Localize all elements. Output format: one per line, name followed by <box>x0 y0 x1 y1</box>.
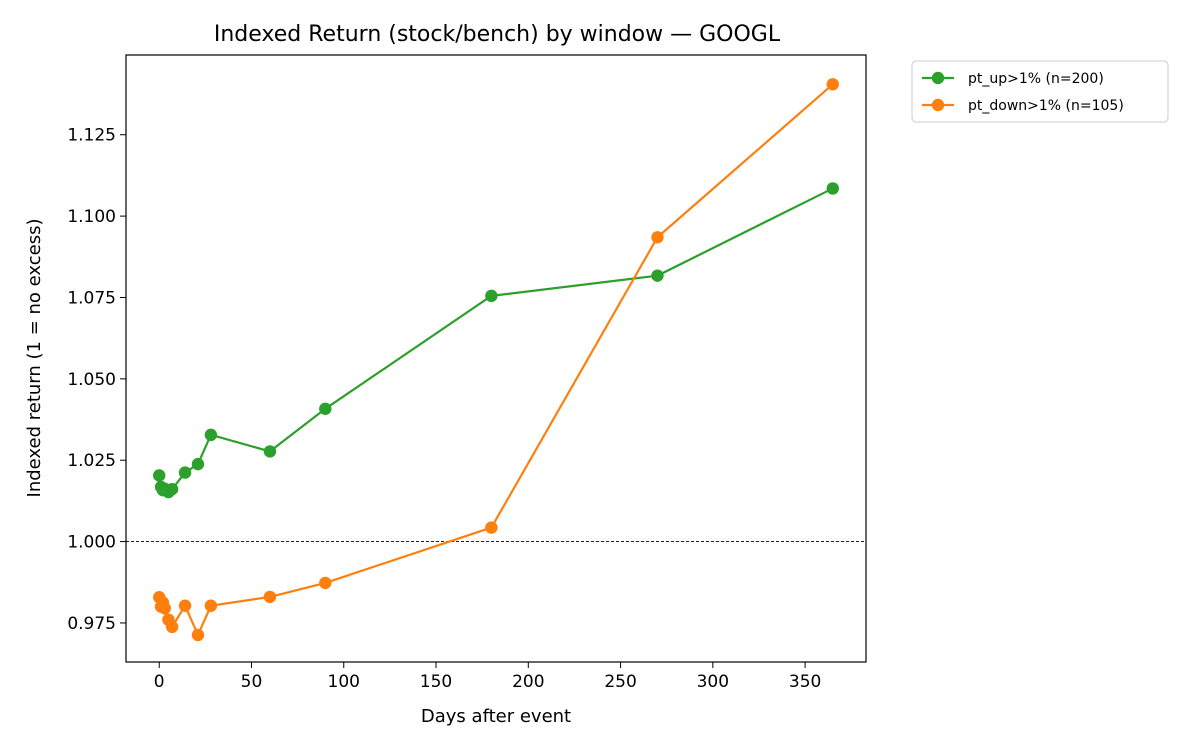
y-tick-label: 1.125 <box>67 126 116 146</box>
series-1-point <box>485 289 498 303</box>
series-2-point <box>263 590 277 604</box>
series-2-point <box>204 599 218 612</box>
y-axis-label: Indexed return (1 = no excess) <box>24 219 45 498</box>
y-tick-label: 1.000 <box>67 533 116 553</box>
series-line-2 <box>158 83 834 638</box>
y-tick-label: 1.075 <box>67 288 116 308</box>
x-tick-label: 100 <box>328 672 360 692</box>
x-tick-label: 350 <box>789 672 821 692</box>
x-tick-label: 300 <box>697 672 729 692</box>
series-line-1 <box>158 187 834 494</box>
y-tick-label: 0.975 <box>67 614 116 634</box>
legend-box <box>911 60 1169 123</box>
series-1-point <box>204 428 218 442</box>
y-axis: 0.975 1.000 1.025 1.050 1.075 1.100 1.125 <box>67 126 126 634</box>
legend-marker-2 <box>931 98 945 112</box>
plot-frame <box>125 54 867 663</box>
x-axis-label: Days after event <box>421 706 571 727</box>
series-1-point <box>191 457 205 471</box>
series-1-point <box>165 482 179 496</box>
legend-marker-1 <box>931 71 945 85</box>
series-1-point <box>826 182 839 195</box>
x-tick-label: 250 <box>604 672 636 692</box>
series-1-point <box>153 469 166 482</box>
y-tick-label: 1.100 <box>67 207 116 227</box>
legend: pt_up>1% (n=200) pt_down>1% (n=105) <box>911 60 1169 123</box>
x-tick-label: 150 <box>420 672 452 692</box>
x-tick-label: 0 <box>154 672 165 692</box>
series-2-point <box>485 521 498 534</box>
plot-area <box>126 78 866 642</box>
legend-label-2: pt_down>1% (n=105) <box>968 98 1124 114</box>
x-tick-label: 200 <box>512 672 544 692</box>
series-1-point <box>319 402 332 415</box>
x-axis: 0 50 100 150 200 250 300 350 <box>154 662 821 692</box>
series-2-point <box>319 576 332 590</box>
x-tick-label: 50 <box>241 672 263 692</box>
series-2-point <box>158 602 171 615</box>
series-2-point <box>165 620 179 634</box>
series-2-point <box>191 628 205 642</box>
series-1-point <box>178 466 192 479</box>
chart-title: Indexed Return (stock/bench) by window —… <box>214 22 781 47</box>
y-tick-label: 1.025 <box>67 451 116 471</box>
series-2-point <box>178 599 192 612</box>
series-2-point <box>651 231 664 244</box>
series-2-point <box>826 78 839 91</box>
series-1-point <box>263 445 277 458</box>
series-1-point <box>651 269 664 282</box>
legend-label-1: pt_up>1% (n=200) <box>968 71 1104 87</box>
y-tick-label: 1.050 <box>67 370 116 390</box>
